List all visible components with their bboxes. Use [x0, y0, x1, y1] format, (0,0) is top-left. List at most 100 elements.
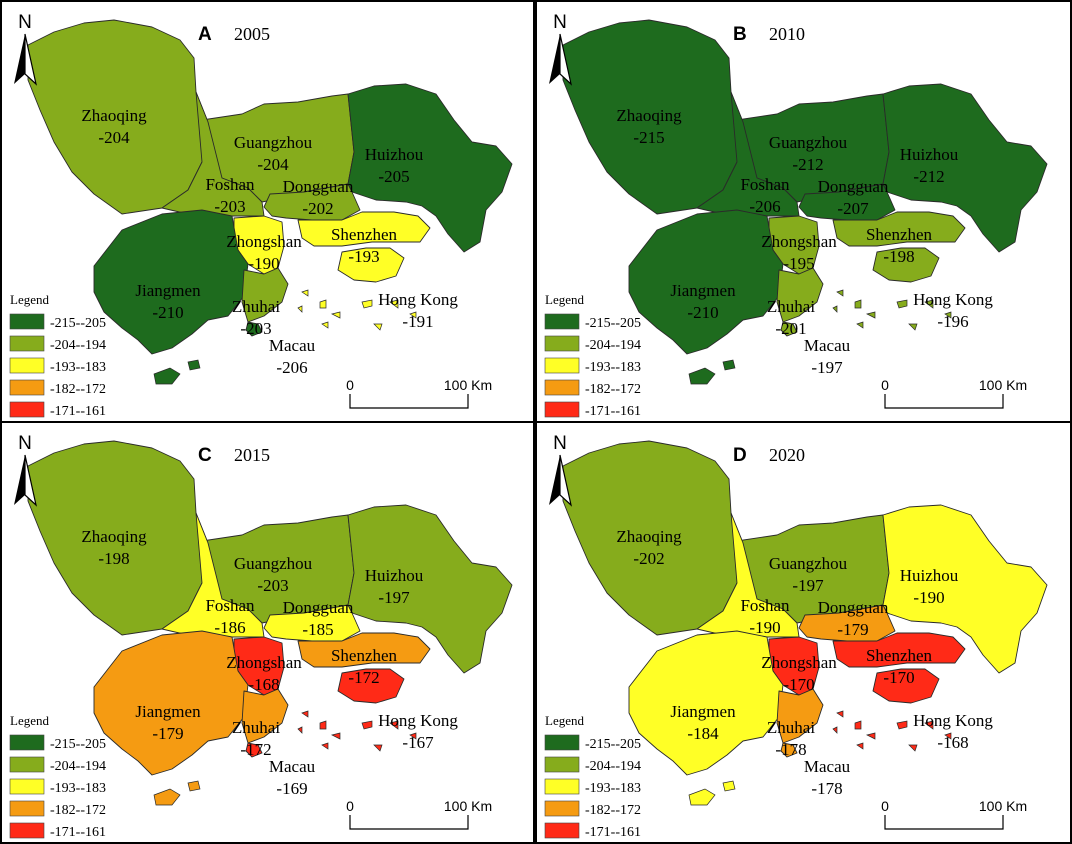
- legend: Legend-215--205 -204--194 -193--183 -182--1…: [544, 292, 641, 419]
- scale-bar: 0 100 Km: [881, 798, 1027, 830]
- region-jiangmen: [93, 209, 249, 355]
- island: [944, 732, 952, 740]
- region-jiangmen: [628, 209, 784, 355]
- island: [865, 732, 876, 740]
- legend-label: -182--172: [585, 803, 641, 818]
- city-label-macau: Macau -206: [269, 336, 316, 377]
- city-label-zhongshan: Zhongshan -168: [226, 653, 302, 694]
- island: [908, 323, 918, 331]
- legend-label: -171--161: [50, 825, 106, 840]
- city-value: -184: [687, 724, 719, 743]
- city-label-zhaoqing: Zhaoqing -202: [616, 527, 682, 568]
- city-value: -196: [937, 312, 968, 331]
- svg-text:N: N: [553, 433, 567, 454]
- city-name: Zhuhai: [767, 718, 815, 737]
- city-name: Dongguan: [283, 177, 354, 196]
- city-name: Zhaoqing: [81, 527, 147, 546]
- region-macau: [245, 321, 263, 337]
- island: [924, 299, 934, 309]
- legend-label: -182--172: [585, 382, 641, 397]
- region-huizhou: [882, 83, 1048, 253]
- city-name: Guangzhou: [769, 554, 848, 573]
- city-label-jiangmen: Jiangmen -184: [670, 702, 736, 743]
- map-canvas: Zhaoqing-202 Guangzhou-197Huizhou-190Fosh…: [544, 433, 1048, 840]
- city-value: -206: [749, 197, 780, 216]
- island: [856, 321, 864, 329]
- legend-swatch: [544, 335, 580, 352]
- island: [301, 289, 309, 297]
- city-label-guangzhou: Guangzhou -212: [769, 133, 848, 174]
- city-label-zhaoqing: Zhaoqing -215: [616, 106, 682, 147]
- map-canvas: Zhaoqing -198 Guangzhou -203 Huizhou -197 Fosh…: [9, 433, 513, 840]
- island: [330, 732, 341, 740]
- island: [321, 742, 329, 750]
- legend-label: -215--205: [585, 316, 641, 331]
- city-name: Jiangmen: [670, 281, 736, 300]
- north-arrow-icon: N: [14, 12, 37, 86]
- city-label-huizhou: Huizhou -212: [900, 145, 959, 186]
- city-value: -212: [792, 155, 823, 174]
- island: [944, 311, 952, 319]
- region-huizhou: [347, 83, 513, 253]
- region-zhuhai: [241, 688, 289, 744]
- region-jiangmen: [93, 630, 249, 776]
- city-label-zhuhai: Zhuhai -201: [767, 297, 815, 338]
- legend-title: Legend: [545, 713, 584, 728]
- city-label-hong-kong: Hong Kong -196: [913, 290, 993, 331]
- city-label-zhongshan: Zhongshan -195: [761, 232, 837, 273]
- island: [409, 732, 417, 740]
- city-value: -178: [811, 779, 842, 798]
- city-value: -201: [775, 319, 806, 338]
- island: [688, 367, 716, 385]
- map-panel-c: Zhaoqing -198 Guangzhou -203 Huizhou -197 Fosh…: [0, 421, 535, 844]
- island: [330, 311, 341, 319]
- panel-letter: A: [198, 24, 212, 45]
- scale-zero: 0: [346, 377, 354, 393]
- city-value: -204: [257, 155, 289, 174]
- island: [722, 780, 736, 792]
- city-value: -179: [837, 620, 868, 639]
- city-name: Shenzhen: [866, 646, 933, 665]
- city-label-macau: Macau -178: [804, 757, 851, 798]
- north-arrow-icon: N: [549, 12, 572, 86]
- legend-swatch: [9, 800, 45, 817]
- city-label-zhongshan: Zhongshan -170: [761, 653, 837, 694]
- city-label-zhongshan: Zhongshan -190: [226, 232, 302, 273]
- region-shenzhen: [297, 632, 431, 668]
- legend-swatch: [9, 357, 45, 374]
- region-huizhou: [347, 504, 513, 674]
- city-label-guangzhou: Guangzhou -203: [234, 554, 313, 595]
- city-value: -170: [883, 668, 914, 687]
- region-macau: [780, 742, 798, 758]
- city-label-dongguan: Dongguan -185: [283, 598, 354, 639]
- city-name: Guangzhou: [234, 554, 313, 573]
- city-name: Foshan: [740, 175, 790, 194]
- legend-swatch: [9, 313, 45, 330]
- city-value: -170: [783, 675, 814, 694]
- legend-label: -182--172: [50, 382, 106, 397]
- city-value: -203: [257, 576, 288, 595]
- city-value: -172: [240, 740, 271, 759]
- city-value: -198: [98, 549, 129, 568]
- island: [832, 305, 838, 313]
- svg-text:N: N: [18, 12, 32, 33]
- legend-swatch: [544, 401, 580, 418]
- city-name: Huizhou: [900, 566, 959, 585]
- city-value: -169: [276, 779, 307, 798]
- legend: Legend-215--205 -204--194 -193--183 -182--1…: [9, 292, 106, 419]
- city-value: -210: [152, 303, 183, 322]
- city-label-zhuhai: Zhuhai -178: [767, 718, 815, 759]
- region-zhuhai: [776, 267, 824, 323]
- city-name: Hong Kong: [913, 290, 993, 309]
- legend-label: -171--161: [50, 404, 106, 419]
- city-value: -197: [811, 358, 843, 377]
- svg-text:N: N: [553, 12, 567, 33]
- city-label-shenzhen: Shenzhen -172: [331, 646, 398, 687]
- city-name: Zhaoqing: [616, 106, 682, 125]
- scale-zero: 0: [346, 798, 354, 814]
- region-dongguan: [263, 604, 361, 642]
- city-label-zhuhai: Zhuhai -203: [232, 297, 280, 338]
- city-name: Zhongshan: [761, 232, 837, 251]
- island: [301, 710, 309, 718]
- scale-zero: 0: [881, 798, 889, 814]
